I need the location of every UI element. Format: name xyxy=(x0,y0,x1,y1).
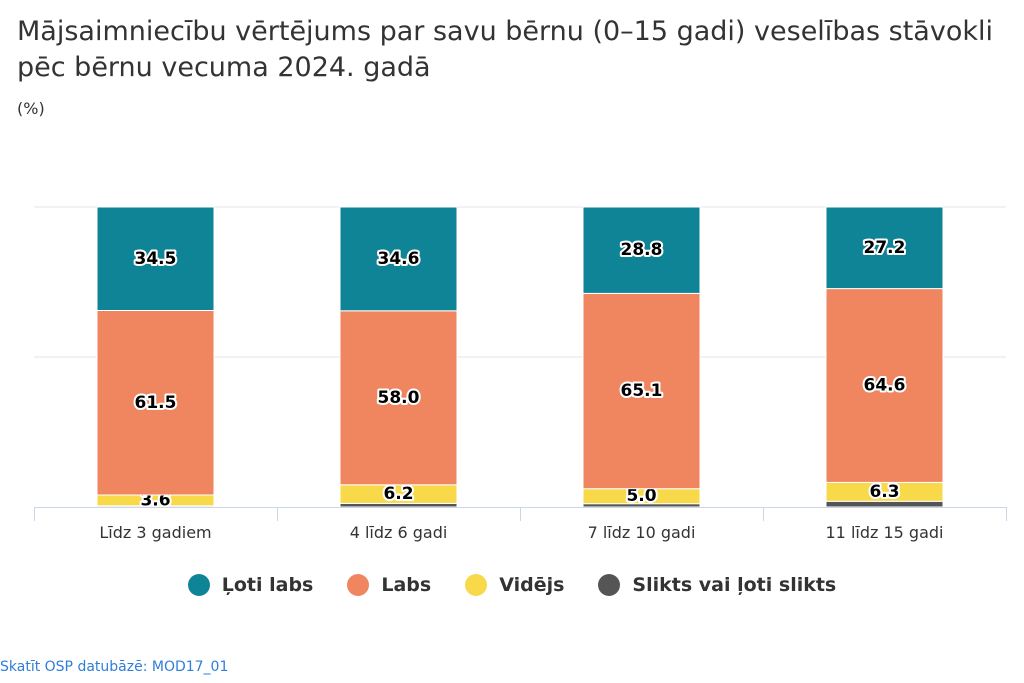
data-label: 6.3 xyxy=(869,482,899,502)
chart-subtitle: (%) xyxy=(17,99,45,118)
data-label: 34.5 xyxy=(135,249,177,269)
legend-swatch xyxy=(347,574,370,596)
legend-item[interactable]: Ļoti labs xyxy=(187,574,314,596)
bar-segment[interactable] xyxy=(825,288,944,483)
legend-label: Slikts vai ļoti slikts xyxy=(632,574,837,596)
legend-item[interactable]: Vidējs xyxy=(465,574,564,596)
legend-swatch xyxy=(465,574,488,596)
legend-label: Ļoti labs xyxy=(221,574,314,596)
bar-segment[interactable] xyxy=(96,310,215,496)
stacked-bar-chart: 3.661.534.56.258.034.65.065.128.86.364.6… xyxy=(34,206,1007,542)
data-label: 65.1 xyxy=(621,381,663,401)
bar-segment[interactable] xyxy=(825,206,944,290)
data-label: 61.5 xyxy=(135,393,177,413)
bar-segment[interactable] xyxy=(339,310,458,486)
legend-item[interactable]: Labs xyxy=(347,574,431,596)
bar-segment[interactable] xyxy=(96,206,215,311)
x-tick-label: Līdz 3 gadiem xyxy=(99,523,211,542)
chart-title: Mājsaimniecību vērtējums par savu bērnu … xyxy=(17,16,993,83)
x-tick-label: 7 līdz 10 gadi xyxy=(588,523,696,542)
legend-label: Labs xyxy=(381,574,432,596)
data-label: 64.6 xyxy=(864,376,906,396)
legend-item[interactable]: Slikts vai ļoti slikts xyxy=(598,574,836,596)
bar-segment[interactable] xyxy=(339,206,458,312)
legend-label: Vidējs xyxy=(499,574,565,596)
bar-segment[interactable] xyxy=(582,206,701,294)
legend-swatch xyxy=(598,574,621,596)
data-label: 58.0 xyxy=(378,388,420,408)
chart-legend: Ļoti labs Labs Vidējs Slikts vai ļoti slikt… xyxy=(0,574,1024,596)
x-tick-label: 11 līdz 15 gadi xyxy=(826,523,944,542)
data-label: 6.2 xyxy=(383,484,413,504)
database-link[interactable]: Skatīt OSP datubāzē: MOD17_01 xyxy=(0,659,229,675)
bar-segment[interactable] xyxy=(825,500,944,508)
data-label: 34.6 xyxy=(378,249,420,269)
data-label: 28.8 xyxy=(621,240,663,260)
bar-segment[interactable] xyxy=(582,292,701,490)
legend-swatch xyxy=(187,574,210,596)
data-label: 5.0 xyxy=(626,486,656,506)
data-label: 27.2 xyxy=(864,238,906,258)
x-tick-label: 4 līdz 6 gadi xyxy=(350,523,448,542)
